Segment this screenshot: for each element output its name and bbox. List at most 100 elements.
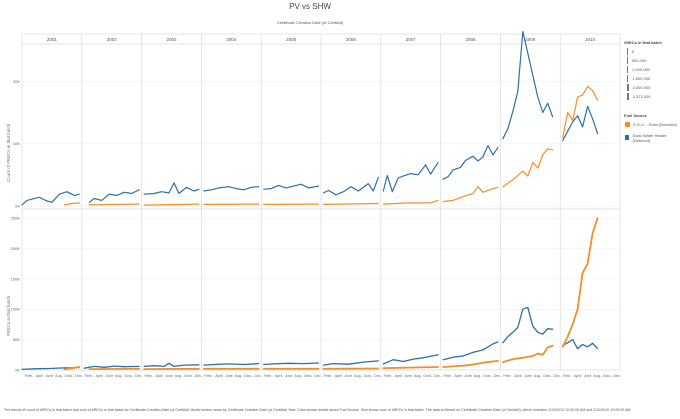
month-tick-label: April [275,374,282,378]
month-tick-label: Febr.. [324,374,333,378]
month-tick-label: Octo.. [244,374,254,378]
series-line [322,202,379,205]
series-line [382,199,439,205]
y-tick-label: 10K [13,141,20,146]
month-tick-label: Febr.. [25,374,34,378]
month-tick-label: June [225,374,233,378]
series-line [21,191,80,206]
month-tick-label: Febr.. [503,374,512,378]
month-tick-label: June [464,374,472,378]
y-tick-label: 100K [11,307,21,312]
series-line [501,344,554,364]
size-legend-swatch [627,75,629,82]
series-line [562,85,599,139]
month-tick-label: Dec.. [494,374,502,378]
month-tick-label: Octo.. [364,374,374,378]
size-legend-label: 2,000,000 [632,85,651,90]
month-tick-label: April [96,374,103,378]
series-line [442,359,499,368]
series-line [63,366,81,371]
size-legend-swatch [627,66,629,73]
month-tick-label: June [404,374,412,378]
year-header-label: 2010 [585,37,596,42]
month-tick-label: April [36,374,43,378]
y-tick-label: 50K [13,337,20,342]
month-tick-label: Dec.. [434,374,442,378]
month-tick-label: Febr.. [384,374,393,378]
month-tick-label: Aug.. [294,374,302,378]
series-line [143,182,200,195]
month-tick-label: June [584,374,592,378]
month-tick-label: June [524,374,532,378]
month-tick-label: Aug.. [474,374,482,378]
month-tick-label: Octo.. [65,374,75,378]
color-legend: S.G.U. - Solar (Deemed) Solar Water Heate… [624,120,680,143]
month-tick-label: April [514,374,521,378]
year-header-label: 2007 [406,37,417,42]
series-line [382,354,439,365]
size-legend-title: #RECs in that batch [624,40,662,45]
series-line [322,176,379,196]
month-tick-label: June [285,374,293,378]
series-line [382,161,439,193]
series-line [502,30,554,140]
month-tick-label: Octo.. [184,374,194,378]
top-panel-y-axis-label: Count of #RECs in that batch [6,123,11,182]
series-line [561,217,599,348]
y-tick-label: 150K [11,276,21,281]
size-legend-item: 2,000,000 [624,83,680,92]
series-line [203,186,260,192]
color-legend-item[interactable]: S.G.U. - Solar (Deemed) [624,120,680,129]
series-line [502,306,554,344]
series-line [442,341,499,361]
series-line [83,365,140,369]
size-legend-item: 2,372,391 [624,92,680,101]
series-line [88,189,140,203]
legend-color-swatch [625,122,630,127]
series-line [502,148,554,188]
month-tick-label: Febr.. [204,374,213,378]
series-line [143,203,200,206]
year-header-label: 2003 [166,37,177,42]
month-tick-label: Octo.. [124,374,134,378]
year-header-label: 2002 [107,37,118,42]
chart-title: PV vs SHW [289,2,331,11]
month-tick-label: Aug.. [593,374,601,378]
year-header-label: 2008 [465,37,476,42]
y-tick-label: 0K [15,204,20,209]
year-header-label: 2001 [47,37,58,42]
series-line [322,360,379,366]
series-line [263,362,320,366]
month-tick-label: June [345,374,353,378]
series-line [562,338,599,350]
month-tick-label: Octo.. [483,374,493,378]
legend-color-swatch [625,135,630,140]
month-tick-label: Aug.. [115,374,123,378]
series-line [88,203,140,206]
month-tick-label: Aug.. [414,374,422,378]
size-legend-label: 1,000,000 [632,67,650,72]
year-header-label: 2004 [226,37,237,42]
month-tick-label: Aug.. [354,374,362,378]
month-tick-label: April [395,374,402,378]
month-tick-label: Dec.. [613,374,621,378]
month-tick-label: June [165,374,173,378]
year-header-label: 2005 [286,37,297,42]
size-legend-label: 2,372,391 [632,94,651,99]
color-legend-item[interactable]: Solar Water Heater (Deemed) [624,133,680,143]
month-tick-label: Dec.. [314,374,322,378]
month-tick-label: Octo.. [603,374,613,378]
color-legend-title: Fuel Source [624,113,647,118]
series-line [562,105,599,142]
month-tick-label: Febr.. [563,374,572,378]
series-line [203,362,260,366]
size-legend-label: 1,500,000 [632,76,651,81]
month-tick-label: Dec.. [75,374,83,378]
month-tick-label: Febr.. [264,374,273,378]
month-tick-label: Aug.. [534,374,542,378]
size-legend-item: 5 [624,47,680,56]
legend: #RECs in that batch 5 500,000 1,000,000 1,5… [624,40,680,146]
series-line [263,183,320,190]
month-tick-label: April [215,374,222,378]
month-tick-label: Aug.. [55,374,63,378]
